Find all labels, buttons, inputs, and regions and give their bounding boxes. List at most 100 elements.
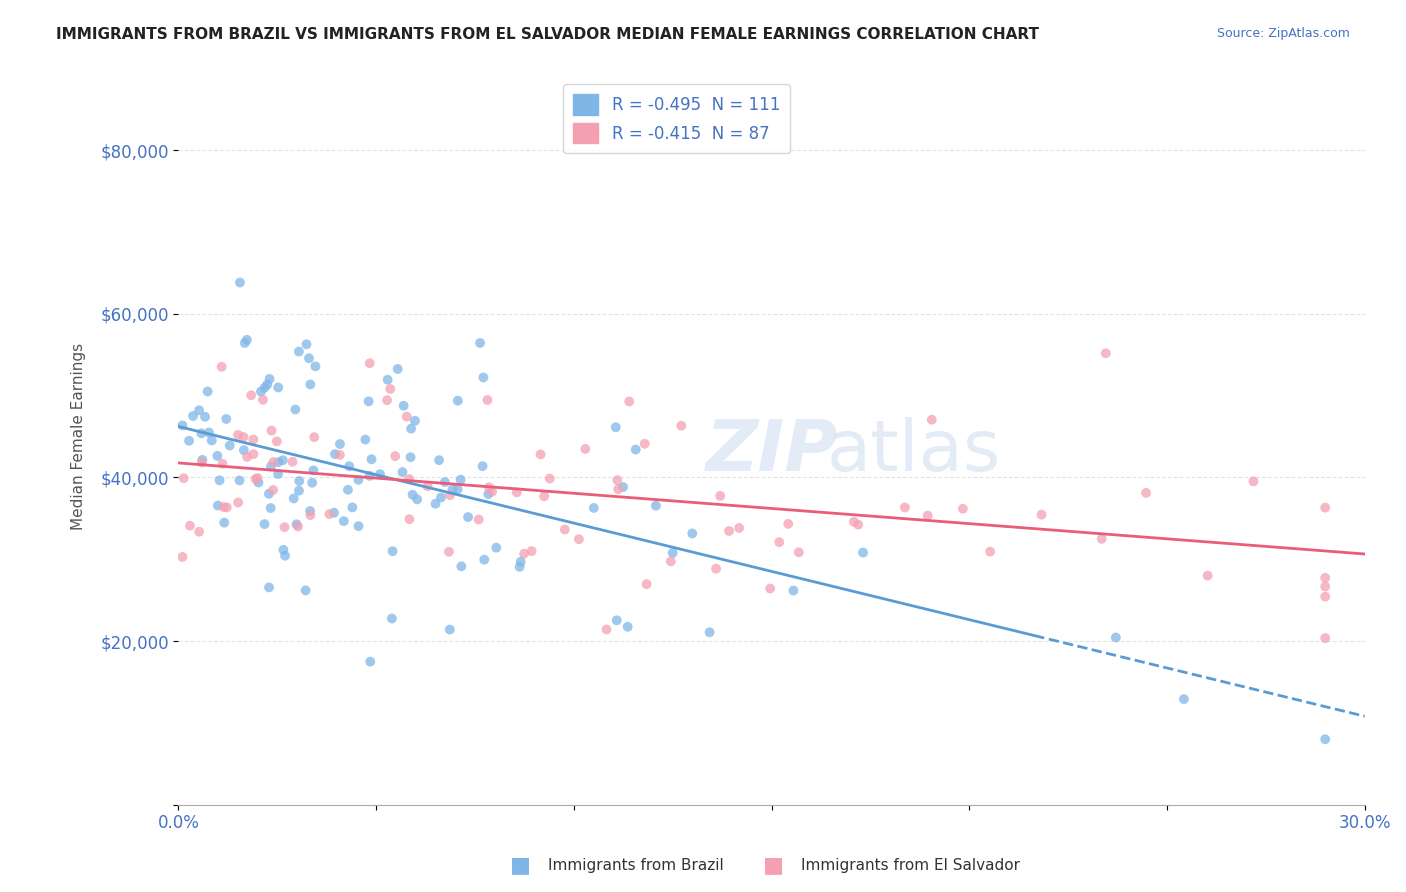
Text: ZIP: ZIP — [706, 417, 838, 486]
Point — [1315, 732, 1337, 747]
Point — [360, 452, 382, 467]
Point — [728, 521, 751, 535]
Point — [273, 542, 295, 557]
Point — [718, 524, 741, 538]
Point — [384, 449, 406, 463]
Point — [1315, 500, 1337, 515]
Point — [430, 491, 453, 505]
Point — [287, 519, 309, 533]
Point — [318, 507, 340, 521]
Point — [427, 453, 450, 467]
Point — [294, 583, 316, 598]
Point — [485, 541, 508, 555]
Point — [299, 504, 322, 518]
Point — [267, 455, 290, 469]
Point — [392, 399, 415, 413]
Point — [842, 515, 865, 529]
Point — [513, 547, 536, 561]
Point — [260, 501, 283, 516]
Point — [659, 554, 682, 568]
Point — [404, 414, 426, 428]
Point — [681, 526, 703, 541]
Point — [699, 625, 721, 640]
Point — [198, 425, 221, 440]
Point — [607, 482, 630, 496]
Point — [260, 424, 283, 438]
Point — [267, 467, 290, 481]
Point — [218, 438, 240, 452]
Text: ■: ■ — [510, 855, 530, 875]
Point — [288, 474, 311, 488]
Point — [337, 459, 360, 474]
Point — [381, 544, 404, 558]
Point — [778, 516, 800, 531]
Point — [240, 388, 263, 402]
Point — [262, 483, 284, 497]
Point — [266, 434, 288, 449]
Point — [619, 394, 641, 409]
Point — [1135, 486, 1157, 500]
Point — [391, 465, 413, 479]
Text: Immigrants from Brazil: Immigrants from Brazil — [548, 858, 724, 872]
Point — [612, 480, 634, 494]
Point — [177, 434, 200, 448]
Point — [288, 483, 311, 498]
Point — [188, 524, 211, 539]
Point — [1173, 692, 1195, 706]
Point — [554, 523, 576, 537]
Point — [191, 453, 214, 467]
Point — [197, 384, 219, 399]
Point — [1315, 580, 1337, 594]
Point — [606, 473, 628, 487]
Point — [416, 479, 439, 493]
Point — [1315, 631, 1337, 645]
Point — [759, 582, 782, 596]
Point — [354, 433, 377, 447]
Point — [538, 472, 561, 486]
Point — [323, 506, 346, 520]
Point — [281, 455, 304, 469]
Point — [284, 402, 307, 417]
Point — [302, 463, 325, 477]
Point — [477, 392, 499, 407]
Point — [1315, 571, 1337, 585]
Point — [333, 514, 356, 528]
Point — [329, 448, 352, 462]
Point — [226, 428, 249, 442]
Point — [342, 500, 364, 515]
Point — [285, 517, 308, 532]
Point — [787, 545, 810, 559]
Point — [329, 437, 352, 451]
Point — [468, 335, 491, 350]
Point — [399, 450, 422, 465]
Point — [359, 356, 381, 370]
Point — [624, 442, 647, 457]
Point — [215, 412, 238, 426]
Point — [1105, 631, 1128, 645]
Point — [1315, 590, 1337, 604]
Point — [212, 500, 235, 514]
Point — [242, 447, 264, 461]
Point — [398, 472, 420, 486]
Point — [574, 442, 596, 456]
Point — [302, 430, 325, 444]
Point — [207, 449, 229, 463]
Point — [921, 413, 943, 427]
Point — [347, 473, 370, 487]
Point — [236, 450, 259, 464]
Point — [194, 409, 217, 424]
Point — [472, 552, 495, 566]
Point — [1094, 346, 1116, 360]
Point — [191, 456, 214, 470]
Point — [211, 457, 233, 471]
Point — [273, 520, 295, 534]
Point — [188, 403, 211, 417]
Point — [299, 377, 322, 392]
Point — [380, 382, 402, 396]
Point — [979, 544, 1001, 558]
Point — [212, 516, 235, 530]
Point — [301, 475, 323, 490]
Point — [636, 577, 658, 591]
Point — [236, 333, 259, 347]
Point — [368, 467, 391, 482]
